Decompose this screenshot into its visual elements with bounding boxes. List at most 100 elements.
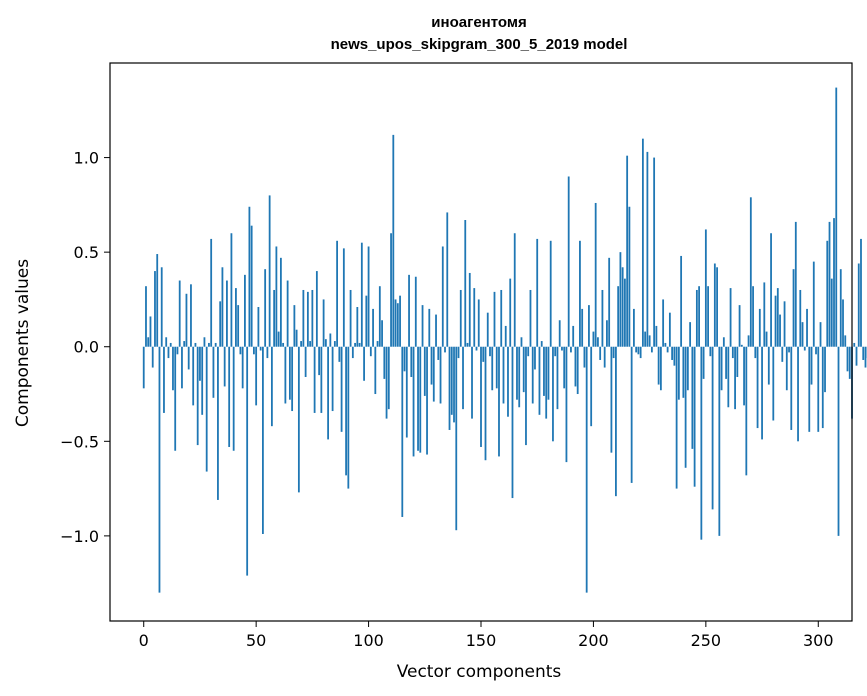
- bar: [864, 346, 867, 368]
- bar: [525, 346, 527, 446]
- bar: [657, 346, 660, 385]
- bar: [608, 257, 611, 347]
- bar: [844, 335, 847, 347]
- bar: [826, 240, 829, 347]
- bar: [846, 346, 849, 372]
- bar: [592, 331, 595, 347]
- bar: [329, 333, 332, 347]
- bar: [385, 346, 388, 419]
- bar: [666, 346, 669, 353]
- bar: [183, 341, 186, 347]
- x-axis: 0 50 100 150 200 250 300: [139, 621, 834, 650]
- bar: [169, 342, 172, 347]
- bar: [576, 346, 579, 395]
- bar: [558, 320, 561, 347]
- bar: [196, 346, 199, 446]
- bar: [435, 314, 437, 347]
- bar: [556, 346, 559, 410]
- bar: [270, 346, 273, 427]
- bar: [738, 305, 741, 347]
- bar: [502, 346, 505, 404]
- bar: [536, 238, 539, 347]
- bar: [471, 346, 473, 419]
- bar: [277, 331, 280, 347]
- bar: [432, 346, 435, 402]
- bar: [561, 346, 563, 351]
- bar: [421, 305, 424, 347]
- bar: [718, 346, 721, 536]
- bar: [302, 289, 305, 347]
- bar: [713, 263, 716, 347]
- bar: [205, 346, 208, 472]
- bar: [860, 238, 862, 347]
- bar: [707, 286, 709, 347]
- bar: [210, 238, 213, 347]
- bar: [212, 346, 215, 398]
- bar: [716, 267, 718, 347]
- bar: [754, 346, 757, 359]
- bar: [477, 299, 480, 347]
- bar: [399, 295, 401, 347]
- bar: [821, 346, 824, 429]
- bar: [246, 346, 249, 576]
- bar: [279, 257, 282, 347]
- bar: [320, 346, 323, 413]
- bar: [264, 269, 267, 347]
- bar: [462, 346, 464, 410]
- bar: [473, 288, 476, 347]
- bar: [680, 255, 683, 347]
- bar: [790, 346, 793, 430]
- bar: [633, 308, 635, 347]
- bar: [765, 331, 768, 347]
- bar: [356, 307, 359, 347]
- bar: [369, 346, 372, 357]
- bar: [493, 291, 496, 347]
- bar: [214, 342, 217, 347]
- bar: [630, 346, 633, 483]
- bar: [518, 346, 521, 408]
- bar: [792, 269, 795, 347]
- bar: [363, 346, 365, 381]
- bar: [268, 195, 271, 347]
- bar: [727, 346, 730, 408]
- bar: [747, 335, 750, 347]
- bar: [498, 346, 500, 457]
- bar: [740, 344, 743, 347]
- x-tick-label: 200: [578, 631, 609, 650]
- bar: [255, 346, 258, 406]
- bar: [803, 346, 806, 351]
- bar: [763, 282, 766, 347]
- bar: [509, 278, 512, 347]
- bar: [745, 346, 748, 476]
- bar: [668, 312, 671, 347]
- bar: [475, 346, 478, 351]
- bar: [700, 346, 703, 540]
- bar: [527, 346, 530, 357]
- bar: [459, 289, 462, 347]
- bar: [423, 346, 426, 396]
- bar: [455, 346, 458, 531]
- bar: [761, 346, 763, 440]
- bar: [262, 346, 264, 534]
- bar: [387, 346, 390, 410]
- bar: [781, 346, 784, 362]
- bar: [480, 346, 482, 447]
- bar: [408, 274, 410, 347]
- bar: [163, 346, 165, 413]
- bar: [450, 346, 453, 415]
- bar: [253, 346, 255, 355]
- bar: [151, 346, 154, 368]
- bar: [185, 293, 188, 347]
- bar: [293, 305, 296, 347]
- bar: [801, 322, 804, 347]
- bar: [565, 346, 568, 463]
- bar: [552, 346, 554, 442]
- bar: [284, 346, 287, 404]
- bar: [709, 346, 712, 357]
- bar: [226, 280, 228, 347]
- bar: [567, 176, 570, 347]
- bar: [228, 346, 231, 447]
- chart-subtitle: news_upos_skipgram_300_5_2019 model: [331, 36, 628, 53]
- y-axis: −1.0 −0.5 0.0 0.5 1.0: [60, 149, 110, 546]
- bar: [489, 346, 491, 357]
